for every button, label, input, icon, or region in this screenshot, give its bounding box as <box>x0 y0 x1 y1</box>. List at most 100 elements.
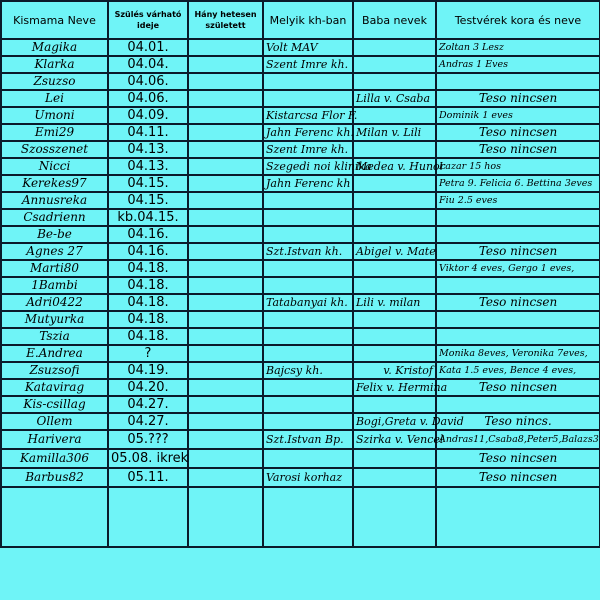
cell-date[interactable]: 05.11. <box>107 467 189 488</box>
cell-date[interactable]: 04.18. <box>107 276 189 295</box>
cell-baby[interactable] <box>352 208 437 227</box>
cell-weeks[interactable] <box>187 38 264 57</box>
cell-date[interactable]: 04.16. <box>107 242 189 261</box>
cell-weeks[interactable] <box>187 429 264 450</box>
cell-baby[interactable]: Felix v. Hermina <box>352 378 447 397</box>
cell-name[interactable]: Katavirag <box>0 378 109 397</box>
cell-baby[interactable] <box>352 344 437 363</box>
cell-baby[interactable]: Milan v. Lili <box>352 123 437 142</box>
cell-weeks[interactable] <box>187 208 264 227</box>
empty-cell[interactable] <box>435 486 600 548</box>
cell-hospital[interactable] <box>262 259 354 278</box>
cell-baby[interactable]: Lilla v. Csaba <box>352 89 437 108</box>
cell-hospital[interactable]: Szent Imre kh. <box>262 140 354 159</box>
cell-name[interactable]: Be-be <box>0 225 109 244</box>
cell-baby[interactable] <box>352 395 437 414</box>
cell-date[interactable]: 04.16. <box>107 225 189 244</box>
cell-date[interactable]: 04.15. <box>107 191 189 210</box>
cell-baby[interactable]: Lili v. milan <box>352 293 437 312</box>
empty-cell[interactable] <box>262 486 354 548</box>
cell-hospital[interactable]: Jahn Ferenc kh <box>262 174 354 193</box>
cell-weeks[interactable] <box>187 242 264 261</box>
cell-baby[interactable]: Medea v. Hunor <box>352 157 445 176</box>
cell-name[interactable]: Nicci <box>0 157 109 176</box>
cell-weeks[interactable] <box>187 72 264 91</box>
cell-weeks[interactable] <box>187 140 264 159</box>
cell-hospital[interactable] <box>262 448 354 469</box>
cell-hospital[interactable] <box>262 327 354 346</box>
cell-hospital[interactable]: Bajcsy kh. <box>262 361 354 380</box>
cell-name[interactable]: Emi29 <box>0 123 109 142</box>
cell-date[interactable]: 04.19. <box>107 361 189 380</box>
cell-siblings[interactable]: Teso nincsen <box>435 89 600 108</box>
cell-hospital[interactable]: Varosi korhaz <box>262 467 354 488</box>
cell-siblings[interactable]: Monika 8eves, Veronika 7eves, <box>435 344 600 363</box>
cell-siblings[interactable]: Dominik 1 eves <box>435 106 600 125</box>
cell-name[interactable]: Adri0422 <box>0 293 109 312</box>
cell-siblings[interactable]: Zoltan 3 Lesz <box>435 38 600 57</box>
empty-cell[interactable] <box>352 486 437 548</box>
cell-siblings[interactable] <box>435 327 600 346</box>
cell-date[interactable]: 04.11. <box>107 123 189 142</box>
cell-weeks[interactable] <box>187 106 264 125</box>
cell-weeks[interactable] <box>187 395 264 414</box>
cell-hospital[interactable] <box>262 208 354 227</box>
cell-weeks[interactable] <box>187 89 264 108</box>
cell-weeks[interactable] <box>187 344 264 363</box>
cell-baby[interactable] <box>352 276 437 295</box>
cell-baby[interactable]: v. Kristof <box>352 361 437 380</box>
cell-baby[interactable]: Bogi,Greta v. David <box>352 412 464 431</box>
cell-siblings[interactable]: Teso nincsen <box>435 123 600 142</box>
cell-date[interactable]: 04.27. <box>107 395 189 414</box>
cell-siblings[interactable] <box>435 225 600 244</box>
empty-cell[interactable] <box>187 486 264 548</box>
cell-weeks[interactable] <box>187 412 264 431</box>
cell-name[interactable]: Zsuzso <box>0 72 109 91</box>
cell-name[interactable]: Umoni <box>0 106 109 125</box>
cell-hospital[interactable] <box>262 89 354 108</box>
cell-hospital[interactable]: Volt MAV <box>262 38 354 57</box>
cell-siblings[interactable]: Kata 1.5 eves, Bence 4 eves, <box>435 361 600 380</box>
cell-weeks[interactable] <box>187 55 264 74</box>
cell-name[interactable]: Kis-csillag <box>0 395 109 414</box>
cell-siblings[interactable]: Andras 1 Eves <box>435 55 600 74</box>
empty-cell[interactable] <box>107 486 189 548</box>
cell-date[interactable]: 04.01. <box>107 38 189 57</box>
cell-hospital[interactable]: Szt.Istvan kh. <box>262 242 354 261</box>
cell-weeks[interactable] <box>187 361 264 380</box>
cell-hospital[interactable] <box>262 225 354 244</box>
cell-date[interactable]: 04.18. <box>107 327 189 346</box>
cell-name[interactable]: Harivera <box>0 429 109 450</box>
cell-siblings[interactable]: Teso nincsen <box>435 293 600 312</box>
cell-date[interactable]: 04.27. <box>107 412 189 431</box>
cell-date[interactable]: 04.06. <box>107 89 189 108</box>
cell-name[interactable]: Marti80 <box>0 259 109 278</box>
cell-siblings[interactable] <box>435 276 600 295</box>
cell-weeks[interactable] <box>187 293 264 312</box>
cell-hospital[interactable]: Szegedi noi klinika <box>262 157 372 176</box>
cell-date[interactable]: ? <box>107 344 189 363</box>
cell-name[interactable]: Agnes 27 <box>0 242 109 261</box>
cell-date[interactable]: 05.??? <box>107 429 189 450</box>
cell-weeks[interactable] <box>187 276 264 295</box>
cell-name[interactable]: Tszia <box>0 327 109 346</box>
empty-cell[interactable] <box>0 486 109 548</box>
cell-weeks[interactable] <box>187 157 264 176</box>
cell-hospital[interactable]: Szt.Istvan Bp. <box>262 429 354 450</box>
cell-hospital[interactable] <box>262 310 354 329</box>
cell-siblings[interactable]: Petra 9. Felicia 6. Bettina 3eves <box>435 174 600 193</box>
cell-siblings[interactable]: Teso nincsen <box>435 448 600 469</box>
cell-baby[interactable] <box>352 106 437 125</box>
cell-hospital[interactable] <box>262 412 354 431</box>
cell-date[interactable]: 05.08. ikrek <box>107 448 189 469</box>
cell-siblings[interactable] <box>435 310 600 329</box>
cell-baby[interactable] <box>352 327 437 346</box>
cell-siblings[interactable]: Teso nincsen <box>435 242 600 261</box>
cell-siblings[interactable]: Teso nincsen <box>435 467 600 488</box>
cell-siblings[interactable]: Teso nincsen <box>435 378 600 397</box>
cell-name[interactable]: Magika <box>0 38 109 57</box>
cell-weeks[interactable] <box>187 467 264 488</box>
cell-date[interactable]: 04.18. <box>107 259 189 278</box>
cell-name[interactable]: Szosszenet <box>0 140 109 159</box>
cell-hospital[interactable] <box>262 191 354 210</box>
